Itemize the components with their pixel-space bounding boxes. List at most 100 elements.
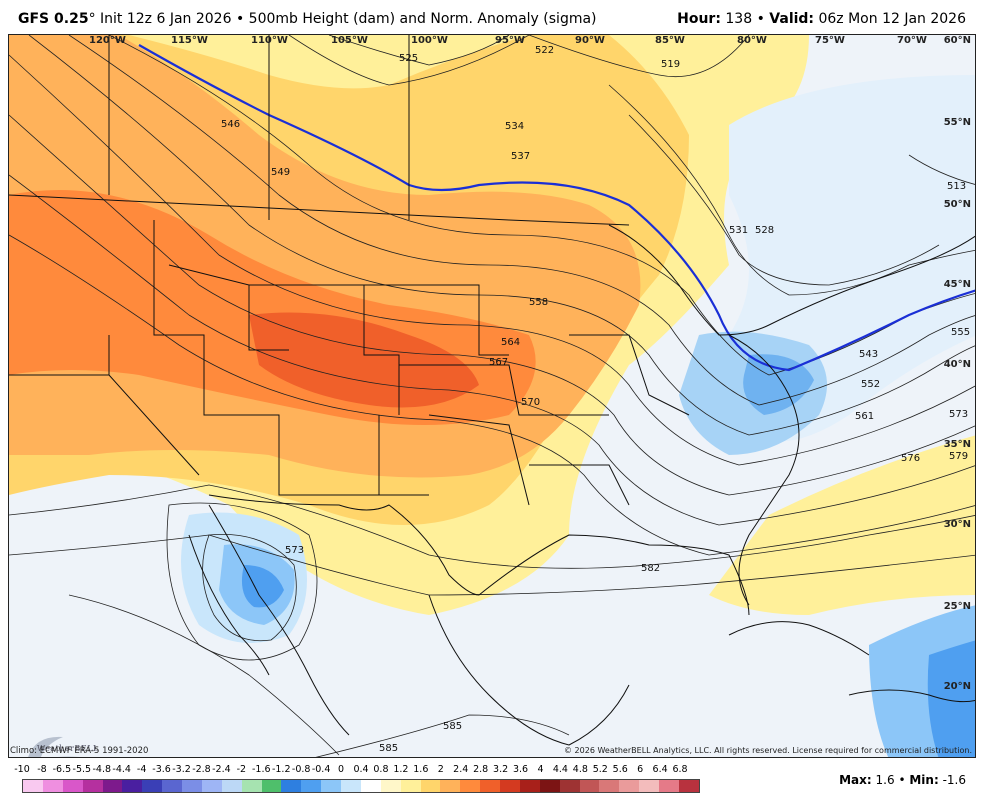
product-name: 500mb Height (dam) and Norm. Anomaly (si… bbox=[248, 11, 597, 27]
weather-map[interactable]: 525 522 519 546 534 537 549 531 528 513 … bbox=[8, 34, 976, 758]
legend-tick-label: -10 bbox=[14, 764, 30, 775]
legend-swatch bbox=[539, 780, 560, 792]
legend-tick-label: 3.2 bbox=[493, 764, 509, 775]
separator: • bbox=[898, 773, 906, 787]
max-min-readout: Max: 1.6 • Min: -1.6 bbox=[839, 773, 966, 787]
lat-label: 55°N bbox=[943, 117, 971, 128]
legend-swatch bbox=[62, 780, 83, 792]
min-value: -1.6 bbox=[942, 773, 966, 787]
lon-label: 70°W bbox=[897, 35, 927, 46]
lat-label: 30°N bbox=[943, 519, 971, 530]
contour-label: 585 bbox=[443, 721, 462, 732]
contour-540-blue bbox=[138, 44, 975, 372]
legend-tick-label: 6 bbox=[637, 764, 644, 775]
legend-swatch bbox=[559, 780, 580, 792]
legend-swatch bbox=[241, 780, 262, 792]
contour-label: 522 bbox=[535, 45, 554, 56]
lon-label: 90°W bbox=[575, 35, 605, 46]
legend-swatch bbox=[480, 780, 500, 792]
legend-tick-label: 3.6 bbox=[512, 764, 529, 775]
legend-tick-label: 4.4 bbox=[552, 764, 568, 775]
legend-swatch bbox=[678, 780, 699, 792]
climo-note: Climo: ECMWF ERA-5 1991-2020 bbox=[10, 746, 149, 756]
legend-swatch bbox=[102, 780, 123, 792]
legend-tick-label: -2.8 bbox=[192, 764, 211, 775]
legend-tick-label: -2 bbox=[236, 764, 247, 775]
legend-swatch bbox=[360, 780, 381, 792]
contour-label: 570 bbox=[521, 397, 540, 408]
height-contours bbox=[9, 35, 975, 757]
legend-swatch bbox=[519, 780, 540, 792]
lon-label: 110°W bbox=[251, 35, 288, 46]
anomaly-yellow-atlantic bbox=[709, 435, 975, 615]
contour-label: 528 bbox=[755, 225, 774, 236]
lon-label: 75°W bbox=[815, 35, 845, 46]
legend-tick-label: 5.6 bbox=[612, 764, 628, 775]
legend-swatch bbox=[639, 780, 659, 792]
legend-tick-label: -5.5 bbox=[72, 764, 92, 775]
legend-swatch bbox=[281, 780, 302, 792]
legend-tick-label: 0.8 bbox=[373, 764, 389, 775]
contour-label: 576 bbox=[901, 453, 920, 464]
contour-label: 561 bbox=[855, 411, 874, 422]
legend-tick-label: 4.8 bbox=[572, 764, 588, 775]
legend-swatch bbox=[420, 780, 441, 792]
legend-swatch bbox=[182, 780, 202, 792]
legend-labels: -10 -8 -6.5 -5.5 -4.8 -4.4 -4 -3.6 -3.2 -2.8 -2.4-… bbox=[10, 764, 710, 778]
legend-swatch bbox=[321, 780, 341, 792]
contour-label: 585 bbox=[379, 743, 398, 754]
contour-label: 534 bbox=[505, 121, 524, 132]
legend-tick-label: -4.4 bbox=[112, 764, 131, 775]
contour-label: 546 bbox=[221, 119, 240, 130]
copyright-note: © 2026 WeatherBELL Analytics, LLC. All r… bbox=[564, 746, 972, 755]
weatherbell-logo: WeatherBELL bbox=[23, 731, 109, 757]
lat-label: 50°N bbox=[943, 199, 971, 210]
legend-swatch bbox=[440, 780, 461, 792]
legend-swatch bbox=[82, 780, 103, 792]
legend-tick-label: -3.6 bbox=[152, 764, 171, 775]
lat-label: 45°N bbox=[943, 279, 971, 290]
legend-tick-label: 6.4 bbox=[652, 764, 668, 775]
lat-label: 35°N bbox=[943, 439, 971, 450]
valid-value: 06z Mon 12 Jan 2026 bbox=[818, 11, 966, 27]
legend-tick-label: 1.6 bbox=[413, 764, 429, 775]
contour-label: 579 bbox=[949, 451, 968, 462]
legend-tick-label: -0.8 bbox=[291, 764, 311, 775]
init-time: Init 12z 6 Jan 2026 bbox=[100, 11, 232, 27]
max-label: Max: bbox=[839, 773, 872, 787]
contour-label: 558 bbox=[529, 297, 548, 308]
contour-label: 513 bbox=[947, 181, 966, 192]
min-label: Min: bbox=[909, 773, 939, 787]
contour-label: 564 bbox=[501, 337, 520, 348]
legend-tick-label: -8 bbox=[37, 764, 47, 775]
contour-label: 555 bbox=[951, 327, 970, 338]
lon-label: 95°W bbox=[495, 35, 525, 46]
separator: • bbox=[235, 11, 245, 27]
contour-label: 573 bbox=[285, 545, 304, 556]
legend-tick-label: -4 bbox=[136, 764, 147, 775]
legend-tick-label: 2.4 bbox=[453, 764, 469, 775]
legend-swatch bbox=[42, 780, 63, 792]
legend-swatch bbox=[659, 780, 679, 792]
lon-label: 85°W bbox=[655, 35, 685, 46]
legend-tick-label: -4.8 bbox=[92, 764, 112, 775]
valid-label: Valid: bbox=[769, 11, 815, 27]
lat-label: 25°N bbox=[943, 601, 971, 612]
contour-label: 543 bbox=[859, 349, 878, 360]
valid-time: Hour: 138 • Valid: 06z Mon 12 Jan 2026 bbox=[677, 11, 966, 27]
lat-label: 40°N bbox=[943, 359, 971, 370]
legend-swatch bbox=[400, 780, 421, 792]
logo-text: WeatherBELL bbox=[37, 744, 99, 753]
legend-swatch bbox=[341, 780, 361, 792]
legend-tick-label: -2.4 bbox=[212, 764, 231, 775]
legend-swatch bbox=[579, 780, 600, 792]
legend-tick-label: 2.8 bbox=[473, 764, 489, 775]
contour-label: 573 bbox=[949, 409, 968, 420]
contour-label: 525 bbox=[399, 53, 418, 64]
lon-label: 120°W bbox=[89, 35, 126, 46]
lon-label: 105°W bbox=[331, 35, 368, 46]
legend-tick-label: -3.2 bbox=[172, 764, 191, 775]
legend-swatch bbox=[201, 780, 222, 792]
contour-label: 549 bbox=[271, 167, 290, 178]
anomaly-yellow-ne bbox=[709, 35, 809, 95]
